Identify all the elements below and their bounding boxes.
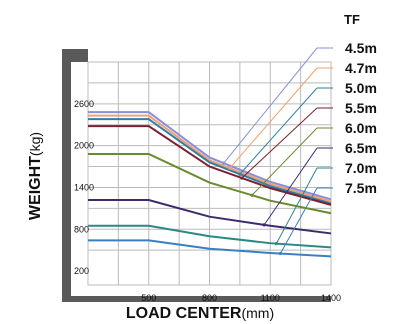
- callout-point-1: [222, 161, 226, 165]
- legend-label-8: 7.5m: [345, 180, 377, 196]
- callout-pointer-5: [251, 127, 318, 196]
- callout-point-4: [240, 176, 244, 180]
- series-line-4: [88, 125, 332, 206]
- series-line-7: [88, 224, 332, 249]
- callout-pointer-3: [239, 87, 318, 175]
- x-ticks: 500 800 1100 1400: [141, 293, 341, 303]
- legend: 4.5m 4.7m 5.0m 5.5m 6.0m 6.5m 7.0m 7.5m: [345, 40, 377, 196]
- x-axis-unit: (mm): [241, 305, 274, 321]
- y-tick-label: 2000: [74, 141, 94, 151]
- legend-title: TF: [344, 12, 360, 27]
- series-line-6: [88, 198, 332, 235]
- x-axis-title: LOAD CENTER(mm): [126, 305, 274, 322]
- legend-label-5: 6.0m: [345, 120, 377, 136]
- callout-point-2: [228, 166, 232, 170]
- callout-pointer-7: [275, 167, 318, 244]
- series-line-3: [88, 118, 332, 205]
- x-axis-label: LOAD CENTER: [126, 305, 242, 322]
- series-line-1: [88, 111, 332, 201]
- grid: [87, 61, 332, 286]
- callout-pointer-4: [241, 107, 318, 179]
- y-tick-label: 200: [74, 266, 89, 276]
- x-tick-label: 1400: [321, 293, 341, 303]
- series-line-5: [88, 152, 332, 215]
- y-ticks: 200 800 1400 2000 2600: [74, 99, 94, 276]
- series-lines: [88, 111, 332, 258]
- legend-label-1: 4.5m: [345, 40, 377, 56]
- y-tick-label: 2600: [74, 99, 94, 109]
- y-axis-label: WEIGHT: [27, 156, 44, 220]
- callout-pointer-6: [263, 147, 318, 226]
- callout-point-7: [274, 242, 278, 246]
- callout-pointer-1: [223, 47, 318, 164]
- x-tick-label: 500: [141, 293, 156, 303]
- x-tick-label: 1100: [261, 293, 280, 303]
- legend-label-2: 4.7m: [345, 60, 377, 76]
- callout-point-3: [238, 172, 242, 176]
- y-tick-label: 1400: [74, 182, 94, 192]
- y-axis-title: WEIGHT(kg): [27, 132, 44, 220]
- callout-pointer-2: [229, 67, 318, 169]
- callout-point-5: [250, 193, 254, 197]
- series-line-2: [88, 114, 332, 203]
- legend-label-6: 6.5m: [345, 140, 377, 156]
- y-axis-unit: (kg): [27, 132, 43, 156]
- callout-point-6: [262, 223, 266, 227]
- x-tick-label: 800: [202, 293, 217, 303]
- legend-label-7: 7.0m: [345, 160, 377, 176]
- callouts: [222, 47, 333, 256]
- legend-label-4: 5.5m: [345, 100, 377, 116]
- series-line-8: [88, 239, 332, 258]
- y-tick-label: 800: [74, 224, 89, 234]
- callout-pointer-8: [279, 187, 318, 254]
- callout-point-8: [278, 251, 282, 256]
- legend-label-3: 5.0m: [345, 80, 377, 96]
